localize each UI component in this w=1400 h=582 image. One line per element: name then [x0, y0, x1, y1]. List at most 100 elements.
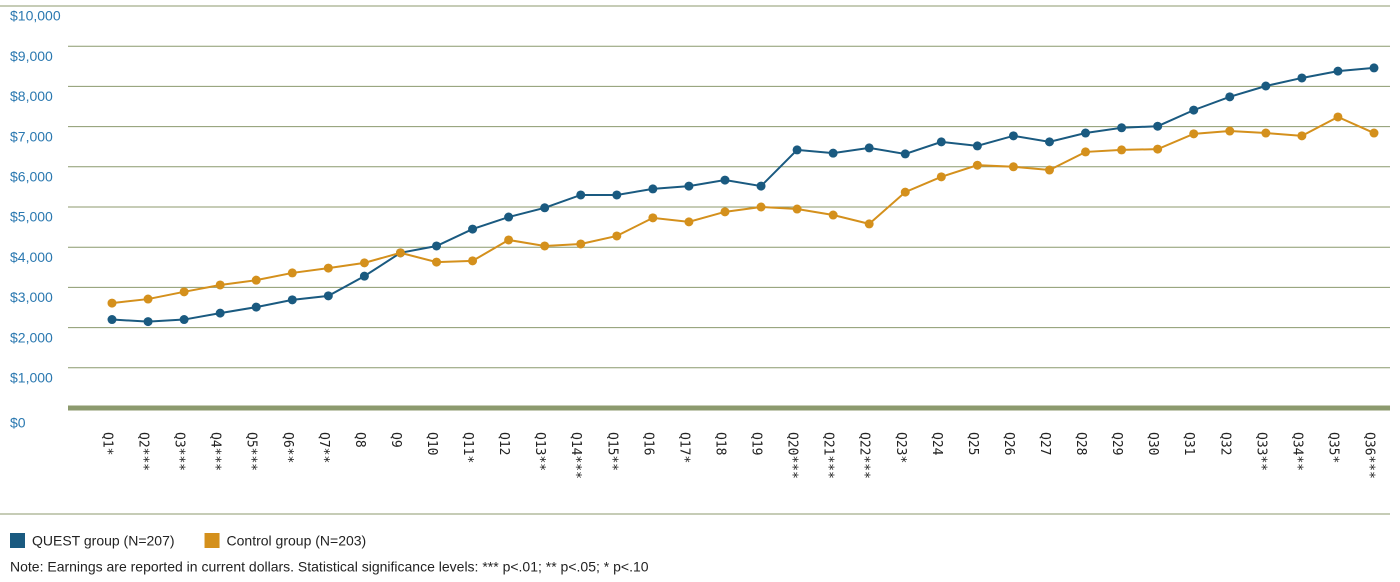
data-point	[684, 217, 694, 227]
data-point	[1261, 128, 1271, 138]
y-tick-label: $5,000	[10, 209, 53, 225]
data-point	[864, 143, 874, 153]
x-tick-label: Q34**	[1289, 432, 1304, 471]
data-point	[143, 317, 153, 327]
data-point	[828, 148, 838, 158]
data-point	[323, 263, 333, 273]
data-point	[287, 268, 297, 278]
series-line	[111, 115, 1375, 305]
x-tick-label: Q14***	[568, 432, 583, 479]
legend-label: Control group (N=203)	[227, 533, 367, 549]
data-point	[1261, 81, 1271, 91]
data-point	[1081, 128, 1091, 138]
data-point	[323, 291, 333, 301]
data-point	[1189, 105, 1199, 115]
data-point	[1297, 131, 1307, 141]
data-point	[251, 302, 261, 312]
data-point	[1153, 144, 1163, 154]
y-tick-label: $2,000	[10, 329, 53, 345]
data-point	[215, 280, 225, 290]
x-tick-label: Q24	[929, 432, 944, 456]
data-point	[468, 224, 478, 234]
data-point	[540, 241, 550, 251]
data-point	[540, 203, 550, 213]
data-point	[648, 184, 658, 194]
data-point	[432, 257, 442, 267]
data-point	[720, 207, 730, 217]
y-tick-label: $0	[10, 415, 26, 431]
x-tick-label: Q23*	[893, 432, 908, 463]
x-tick-label: Q3***	[172, 432, 187, 471]
data-point	[1189, 129, 1199, 139]
data-point	[648, 213, 658, 223]
x-tick-label: Q2***	[136, 432, 151, 471]
data-point	[1008, 162, 1018, 172]
data-point	[1225, 126, 1235, 136]
data-point	[1369, 128, 1379, 138]
data-point	[720, 175, 730, 185]
data-point	[864, 219, 874, 229]
data-point	[1333, 112, 1343, 122]
data-point	[612, 190, 622, 200]
x-tick-label: Q10	[424, 432, 439, 455]
x-tick-label: Q19	[749, 432, 764, 455]
data-point	[576, 239, 586, 249]
data-point	[251, 275, 261, 285]
data-point	[143, 294, 153, 304]
data-point	[1225, 92, 1235, 102]
y-tick-label: $8,000	[10, 88, 53, 104]
x-tick-label: Q30	[1145, 432, 1160, 455]
x-tick-label: Q27	[1037, 432, 1052, 455]
x-tick-label: Q28	[1073, 432, 1088, 455]
data-point	[359, 271, 369, 281]
data-point	[1297, 73, 1307, 83]
x-tick-label: Q18	[712, 432, 727, 455]
data-point	[1153, 121, 1163, 131]
x-tick-label: Q36***	[1362, 432, 1377, 479]
data-point	[936, 137, 946, 147]
data-point	[215, 308, 225, 318]
data-point	[1369, 63, 1379, 73]
data-point	[179, 315, 189, 325]
data-point	[828, 210, 838, 220]
data-point	[900, 187, 910, 197]
data-point	[900, 149, 910, 159]
data-point	[1081, 147, 1091, 157]
legend-swatch	[10, 533, 25, 548]
data-point	[756, 202, 766, 212]
x-tick-label: Q25	[965, 432, 980, 455]
x-tick-label: Q4***	[208, 432, 223, 471]
x-tick-label: Q1*	[100, 432, 115, 455]
data-point	[1008, 131, 1018, 141]
data-point	[684, 181, 694, 191]
data-point	[972, 141, 982, 151]
data-point	[468, 256, 478, 266]
y-tick-label: $6,000	[10, 169, 53, 185]
data-point	[432, 241, 442, 251]
x-tick-label: Q12	[496, 432, 511, 455]
x-tick-label: Q5***	[244, 432, 259, 471]
data-point	[756, 181, 766, 191]
data-point	[1333, 66, 1343, 76]
data-point	[612, 231, 622, 241]
data-point	[972, 160, 982, 170]
x-tick-label: Q26	[1001, 432, 1016, 455]
x-tick-label: Q33**	[1253, 432, 1268, 471]
data-point	[504, 235, 514, 245]
data-point	[576, 190, 586, 200]
data-point	[1044, 165, 1054, 175]
legend-swatch	[204, 533, 220, 548]
x-tick-label: Q7**	[316, 432, 331, 463]
x-tick-label: Q11*	[460, 432, 475, 463]
x-tick-label: Q32	[1217, 432, 1232, 455]
series-line	[111, 66, 1375, 323]
y-tick-label: $4,000	[10, 249, 53, 265]
x-tick-label: Q9	[388, 432, 403, 448]
data-point	[1117, 145, 1127, 155]
data-point	[359, 258, 369, 268]
x-tick-label: Q22***	[857, 432, 872, 479]
x-tick-label: Q8	[352, 432, 367, 448]
x-tick-label: Q16	[640, 432, 655, 455]
